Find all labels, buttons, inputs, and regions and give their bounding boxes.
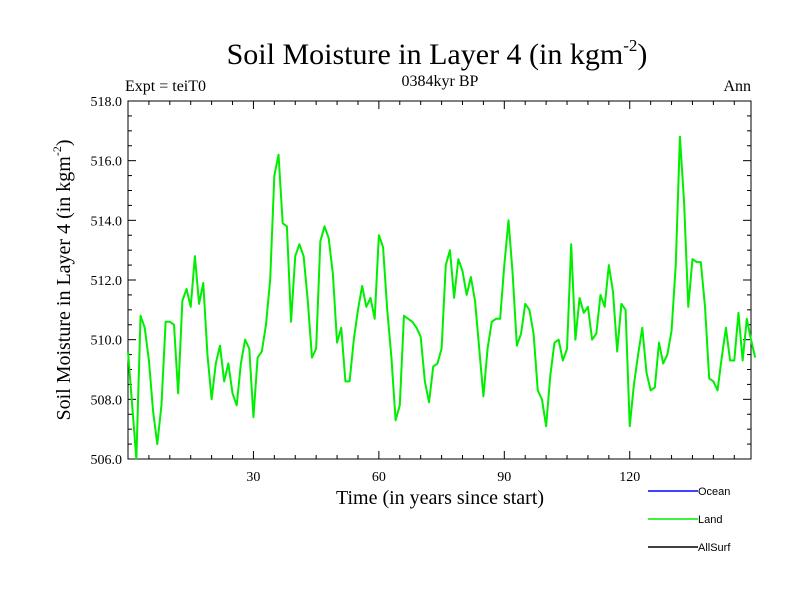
- y-tick-label: 514.0: [91, 214, 123, 229]
- chart-title-sup: -2: [623, 36, 637, 55]
- x-axis: 30 60 90 120: [148, 101, 735, 485]
- legend-label: Ocean: [698, 486, 730, 498]
- left-label: Expt = teiT0: [125, 78, 206, 95]
- plot-frame: [127, 100, 752, 460]
- y-tick-label: 506.0: [91, 453, 123, 468]
- legend-item-allsurf: AllSurf: [648, 542, 731, 554]
- x-tick-label: 120: [619, 470, 640, 485]
- y-tick-label: 512.0: [91, 274, 123, 289]
- x-tick-label: 90: [497, 470, 511, 485]
- y-tick-label: 516.0: [91, 155, 123, 170]
- legend-item-ocean: Ocean: [648, 486, 730, 498]
- right-label: Ann: [723, 78, 751, 95]
- chart-title-close: ): [637, 38, 647, 71]
- y-axis-label-close: ): [53, 139, 75, 146]
- series-layer: [127, 135, 757, 460]
- chart-title-text: Soil Moisture in Layer 4 (in kgm: [227, 38, 624, 71]
- chart-title: Soil Moisture in Layer 4 (in kgm-2): [227, 36, 648, 71]
- y-axis-label: Soil Moisture in Layer 4 (in kgm-2): [50, 139, 75, 420]
- y-axis: 506.0 508.0 510.0 512.0 514.0 516.0 518.0: [91, 95, 751, 468]
- plot-area: 506.0 508.0 510.0 512.0 514.0 516.0 518.0 30 60…: [91, 95, 757, 485]
- x-tick-label: 30: [246, 470, 260, 485]
- series-line-land: [127, 135, 757, 460]
- x-tick-label: 60: [372, 470, 386, 485]
- legend-item-land: Land: [648, 514, 722, 526]
- y-tick-label: 508.0: [91, 393, 123, 408]
- legend-label: AllSurf: [698, 542, 731, 554]
- chart-subtitle: 0384kyr BP: [402, 73, 479, 90]
- y-tick-label: 518.0: [91, 95, 123, 110]
- legend-label: Land: [698, 514, 722, 526]
- y-axis-label-text: Soil Moisture in Layer 4 (in kgm: [53, 156, 75, 421]
- y-tick-label: 510.0: [91, 334, 123, 349]
- y-axis-label-sup: -2: [50, 146, 64, 156]
- x-axis-label: Time (in years since start): [336, 487, 544, 509]
- legend: Ocean Land AllSurf: [648, 486, 731, 554]
